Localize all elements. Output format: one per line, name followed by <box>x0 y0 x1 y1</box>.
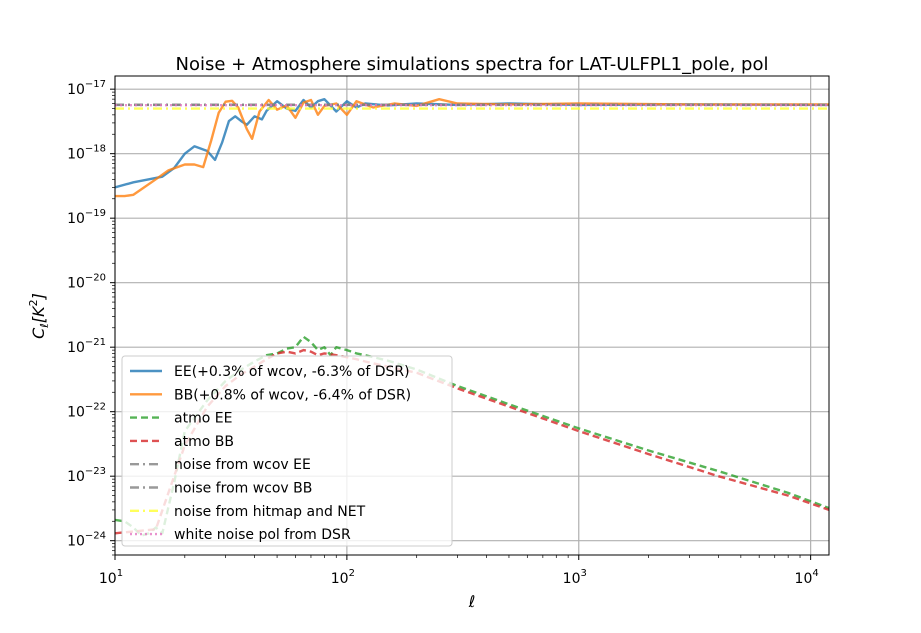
y-tick-label: 10−19 <box>67 208 106 227</box>
y-tick-label: 10−20 <box>67 273 106 292</box>
tick-exponent: −17 <box>85 79 106 90</box>
tick-exponent: −24 <box>85 531 106 542</box>
tick-exponent: −19 <box>85 208 106 219</box>
legend-label: EE(+0.3% of wcov, -6.3% of DSR) <box>174 364 410 380</box>
tick-base: 10 <box>67 82 85 98</box>
tick-exponent: −22 <box>85 402 106 413</box>
y-tick-label: 10−18 <box>67 144 106 163</box>
x-tick-label: 104 <box>795 568 819 587</box>
legend-label: noise from hitmap and NET <box>174 504 366 520</box>
tick-exponent: 1 <box>117 568 123 579</box>
tick-base: 10 <box>795 571 813 587</box>
tick-base: 10 <box>67 147 85 163</box>
y-tick-label: 10−24 <box>67 531 106 550</box>
y-tick-label: 10−21 <box>67 337 106 356</box>
legend-label: atmo EE <box>174 411 232 427</box>
legend-label: noise from wcov BB <box>174 481 312 497</box>
tick-base: 10 <box>67 340 85 356</box>
tick-base: 10 <box>67 405 85 421</box>
tick-base: 10 <box>67 469 85 485</box>
x-axis-label: ℓ <box>468 592 476 611</box>
tick-exponent: 2 <box>349 568 355 579</box>
chart-title: Noise + Atmosphere simulations spectra f… <box>175 54 768 75</box>
ticks: 10−2410−2310−2210−2110−2010−1910−1810−17… <box>67 79 819 587</box>
tick-base: 10 <box>331 571 349 587</box>
y-axis-label: Cℓ[K2] <box>27 293 51 339</box>
tick-base: 10 <box>67 211 85 227</box>
tick-exponent: 4 <box>812 568 818 579</box>
legend-label: noise from wcov EE <box>174 457 311 473</box>
legend-label: BB(+0.8% of wcov, -6.4% of DSR) <box>174 387 411 403</box>
tick-exponent: −21 <box>85 337 106 348</box>
tick-base: 10 <box>67 276 85 292</box>
x-tick-label: 103 <box>563 568 587 587</box>
tick-base: 10 <box>67 534 85 550</box>
x-tick-label: 101 <box>99 568 123 587</box>
legend-box <box>121 355 453 547</box>
y-tick-label: 10−23 <box>67 466 106 485</box>
tick-base: 10 <box>99 571 117 587</box>
tick-exponent: 3 <box>580 568 586 579</box>
tick-exponent: −18 <box>85 144 106 155</box>
x-tick-label: 102 <box>331 568 355 587</box>
legend: EE(+0.3% of wcov, -6.3% of DSR) BB(+0.8% … <box>121 355 453 547</box>
y-tick-label: 10−17 <box>67 79 106 98</box>
tick-exponent: −20 <box>85 273 106 284</box>
plot-frame <box>114 75 830 556</box>
series-line-2 <box>115 335 829 537</box>
legend-label: atmo BB <box>174 434 234 450</box>
legend-label: white noise pol from DSR <box>174 527 351 543</box>
tick-exponent: −23 <box>85 466 106 477</box>
tick-base: 10 <box>563 571 581 587</box>
y-tick-label: 10−22 <box>67 402 106 421</box>
